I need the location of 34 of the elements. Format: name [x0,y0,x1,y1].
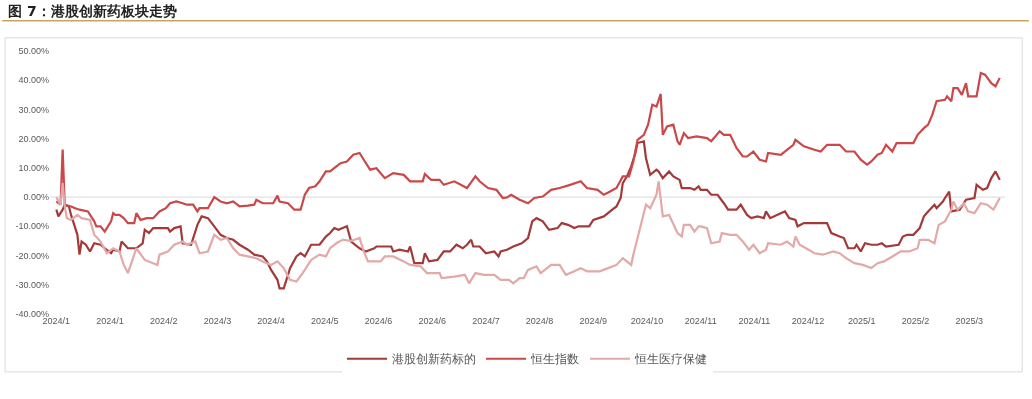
x-tick-label: 2025/2 [901,316,930,326]
x-tick-label: 2024/8 [525,316,554,326]
x-tick-label: 2024/2 [149,316,178,326]
x-tick-label: 2024/12 [791,316,825,326]
x-tick-label: 2024/11 [684,316,717,326]
legend-label: 恒生指数 [530,352,579,367]
x-tick-label: 2024/7 [472,316,500,326]
y-tick-label: 40.00% [18,75,49,86]
x-tick-label: 2024/6 [364,316,393,326]
legend-label: 港股创新药标的 [392,352,476,367]
x-tick-label: 2024/9 [579,316,608,326]
line-series [55,180,1001,285]
line-series [55,71,1001,233]
x-tick-label: 2024/6 [418,316,446,326]
x-tick-label: 2024/10 [630,316,664,326]
line-series [55,140,1001,290]
y-tick-label: 0.00% [23,192,49,203]
x-tick-label: 2024/1 [96,316,124,326]
y-tick-label: -10.00% [15,221,49,232]
y-tick-label: 50.00% [18,46,49,57]
y-tick-label: 30.00% [18,104,49,115]
chart-title: 图 7：港股创新药板块走势 [8,2,177,19]
x-tick-label: 2024/11 [738,316,771,326]
x-tick-label: 2025/1 [848,316,876,326]
x-tick-label: 2024/5 [311,316,339,326]
y-tick-label: -20.00% [15,250,49,261]
y-tick-label: -30.00% [15,279,49,290]
y-tick-label: 10.00% [18,163,49,174]
x-tick-label: 2024/1 [42,316,71,326]
x-tick-label: 2024/3 [203,316,232,326]
y-tick-label: 20.00% [18,133,49,144]
x-tick-label: 2024/4 [257,316,285,326]
legend-label: 恒生医疗保健 [634,352,707,367]
x-tick-label: 2025/3 [955,316,983,326]
